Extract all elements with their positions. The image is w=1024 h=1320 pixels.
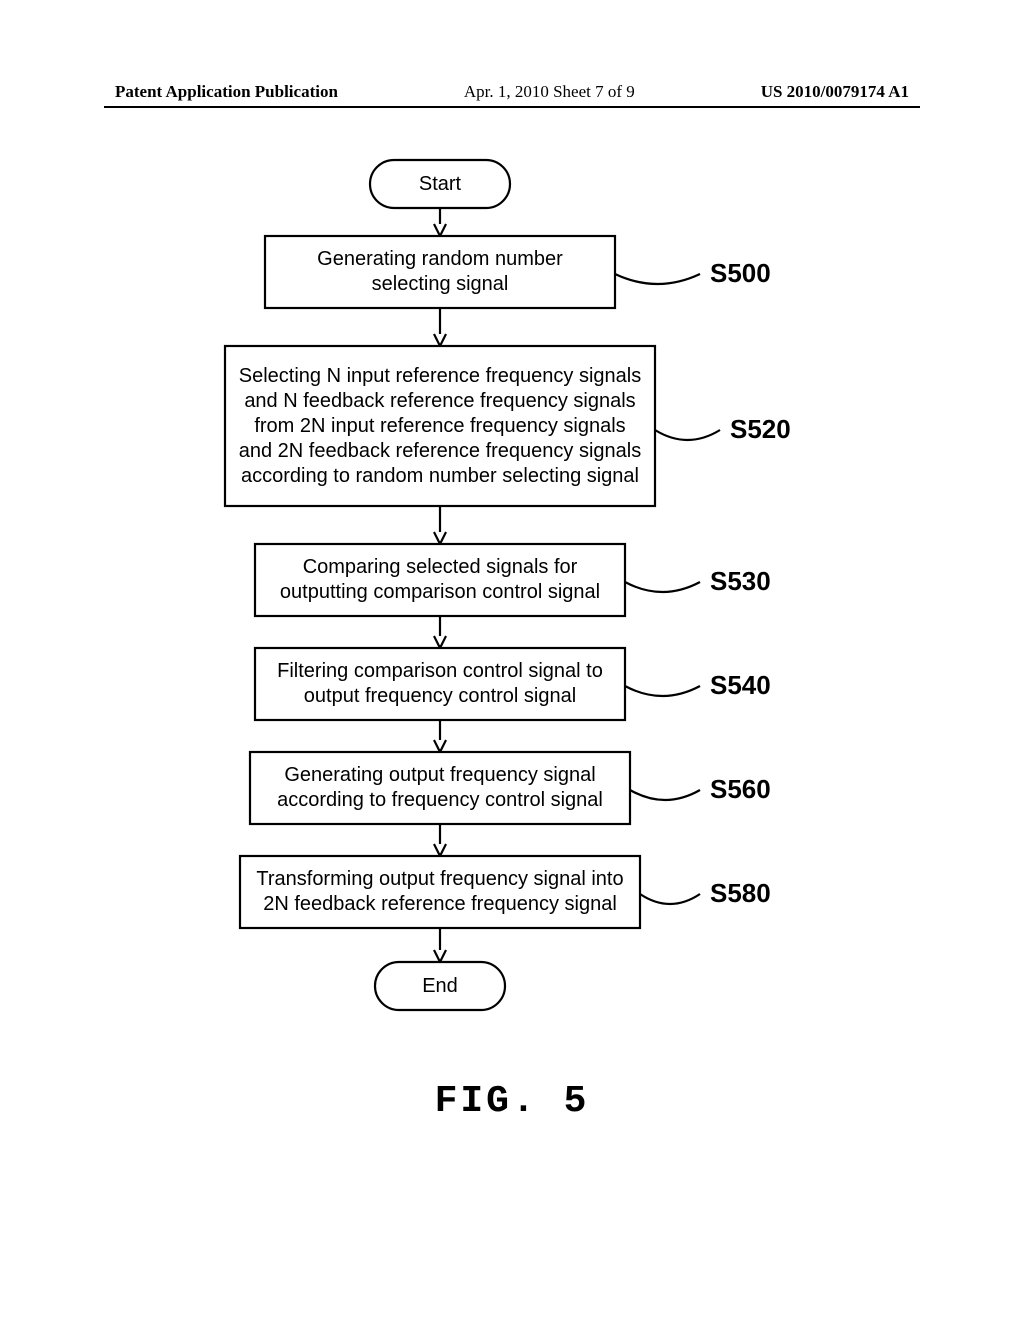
leader-line xyxy=(615,274,700,284)
flow-node-s500: Generating random number selecting signa… xyxy=(265,236,771,308)
flow-edge xyxy=(434,824,446,856)
leader-line xyxy=(625,582,700,592)
flow-node-text: Comparing selected signals for outputtin… xyxy=(255,544,625,616)
flow-edge xyxy=(434,928,446,962)
flow-edge xyxy=(434,506,446,544)
leader-line xyxy=(640,894,700,904)
flow-node-start: Start xyxy=(370,160,510,208)
flow-node-text: Selecting N input reference frequency si… xyxy=(225,346,655,506)
step-label: S530 xyxy=(710,566,771,596)
header-mid: Apr. 1, 2010 Sheet 7 of 9 xyxy=(464,82,635,102)
flow-edge xyxy=(434,308,446,346)
step-label: S520 xyxy=(730,414,791,444)
header-rule xyxy=(104,106,920,108)
page: Patent Application Publication Apr. 1, 2… xyxy=(0,0,1024,1320)
flow-node-end: End xyxy=(375,962,505,1010)
leader-line xyxy=(655,430,720,440)
flow-edge xyxy=(434,208,446,236)
flow-node-s580: Transforming output frequency signal int… xyxy=(240,856,771,928)
leader-line xyxy=(630,790,700,800)
flow-node-text: Filtering comparison control signal to o… xyxy=(255,648,625,720)
flow-node-text: Transforming output frequency signal int… xyxy=(240,856,640,928)
flow-edge xyxy=(434,616,446,648)
leader-line xyxy=(625,686,700,696)
flow-node-s520: Selecting N input reference frequency si… xyxy=(225,346,791,506)
step-label: S580 xyxy=(710,878,771,908)
flow-node-text: End xyxy=(375,962,505,1010)
flow-node-text: Start xyxy=(370,160,510,208)
flow-node-text: Generating random number selecting signa… xyxy=(265,236,615,308)
flow-node-s530: Comparing selected signals for outputtin… xyxy=(255,544,771,616)
flow-node-s560: Generating output frequency signal accor… xyxy=(250,752,771,824)
flow-node-s540: Filtering comparison control signal to o… xyxy=(255,648,771,720)
page-header: Patent Application Publication Apr. 1, 2… xyxy=(115,82,909,102)
step-label: S560 xyxy=(710,774,771,804)
figure-label: FIG. 5 xyxy=(0,1080,1024,1123)
flow-edge xyxy=(434,720,446,752)
step-label: S500 xyxy=(710,258,771,288)
header-left: Patent Application Publication xyxy=(115,82,338,102)
flow-node-text: Generating output frequency signal accor… xyxy=(250,752,630,824)
flowchart-container: Start Generating random number selecting … xyxy=(0,140,1024,1240)
flowchart-svg: Start Generating random number selecting … xyxy=(0,140,1024,1040)
step-label: S540 xyxy=(710,670,771,700)
header-right: US 2010/0079174 A1 xyxy=(761,82,909,102)
